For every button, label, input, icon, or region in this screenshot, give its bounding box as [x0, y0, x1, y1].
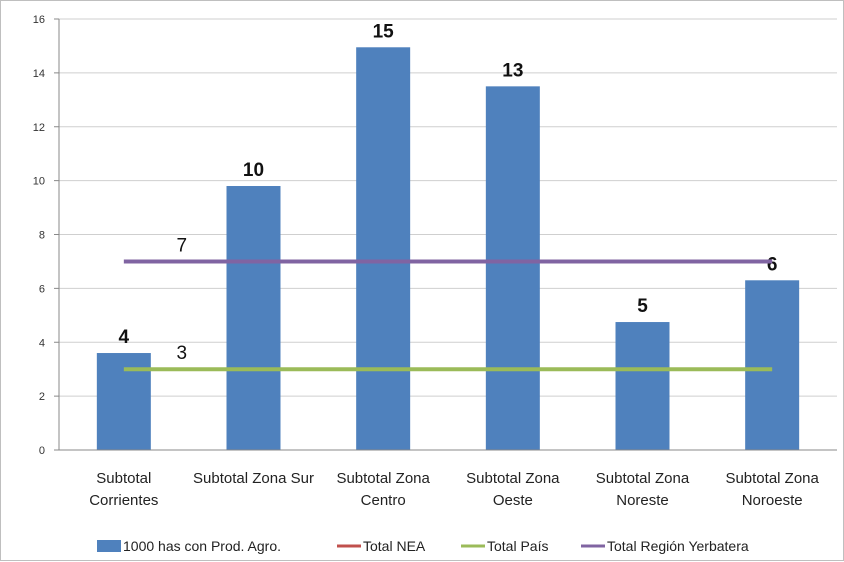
y-tick-label: 8: [39, 230, 45, 242]
bar-data-label: 6: [767, 254, 778, 275]
y-tick-label: 0: [39, 445, 45, 457]
x-tick-label: Subtotal Zona: [596, 470, 690, 487]
x-tick-label: Subtotal: [96, 470, 151, 487]
x-tick-label: Subtotal Zona: [725, 470, 819, 487]
x-tick-label: Subtotal Zona: [336, 470, 430, 487]
bar-data-label: 10: [243, 160, 264, 181]
y-tick-label: 12: [33, 122, 45, 134]
legend-entry: Total NEA: [363, 538, 426, 554]
reference-line-label: 3: [177, 343, 188, 364]
reference-line-label: 7: [177, 235, 188, 256]
bar: [226, 186, 281, 450]
y-tick-label: 2: [39, 391, 45, 403]
y-tick-label: 16: [33, 14, 45, 26]
x-tick-label: Subtotal Zona Sur: [193, 470, 314, 487]
legend-entry: Total País: [487, 538, 548, 554]
bar-data-label: 15: [373, 21, 395, 42]
x-tick-label: Corrientes: [89, 492, 158, 509]
y-tick-label: 14: [33, 68, 45, 80]
bar: [615, 322, 670, 450]
legend-entry: 1000 has con Prod. Agro.: [123, 538, 281, 554]
legend-swatch: [97, 540, 121, 552]
bar: [745, 280, 800, 450]
x-tick-label: Noroeste: [742, 492, 803, 509]
y-tick-label: 6: [39, 283, 45, 295]
x-tick-label: Centro: [361, 492, 406, 509]
bar: [485, 86, 540, 450]
bar-data-label: 13: [502, 60, 523, 81]
bar-data-label: 4: [119, 327, 130, 348]
bar-data-label: 5: [637, 296, 648, 317]
legend-entry: Total Región Yerbatera: [607, 538, 749, 554]
bar: [356, 47, 411, 451]
y-tick-label: 4: [39, 337, 45, 349]
x-tick-label: Oeste: [493, 492, 533, 509]
x-tick-label: Noreste: [616, 492, 669, 509]
x-tick-label: Subtotal Zona: [466, 470, 560, 487]
y-tick-label: 10: [33, 176, 45, 188]
